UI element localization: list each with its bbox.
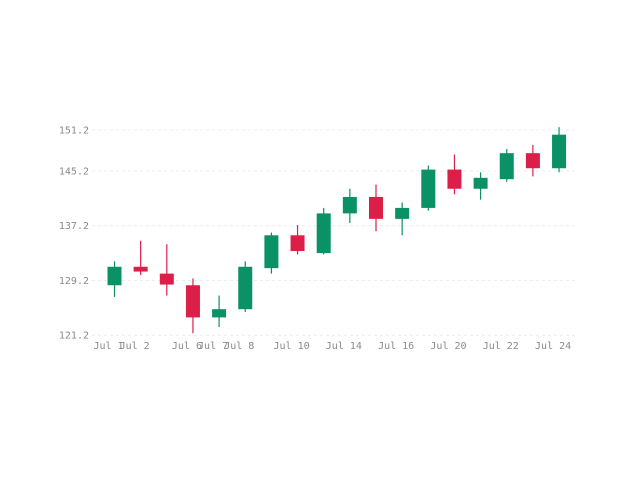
- candle-body: [552, 134, 567, 169]
- candle-jul-13: [316, 207, 331, 255]
- y-tick-label: 151.2: [59, 125, 89, 136]
- candle-body: [185, 285, 200, 318]
- candle-body: [447, 169, 462, 189]
- candle-jul-23: [525, 144, 540, 177]
- x-tick-label: Jul 8: [224, 341, 254, 352]
- candle-jul-7: [212, 295, 227, 327]
- candle-jul-3: [159, 244, 174, 296]
- x-tick-label: Jul 1: [93, 341, 123, 352]
- candle-body: [342, 196, 357, 214]
- candle-jul-21: [473, 172, 488, 200]
- candle-jul-10: [290, 225, 305, 255]
- x-tick-label: Jul 7: [198, 341, 228, 352]
- candle-body: [133, 266, 148, 272]
- candle-jul-8: [238, 261, 253, 312]
- candle-body: [290, 235, 305, 252]
- candle-jul-6: [185, 278, 200, 334]
- candles: [107, 127, 567, 334]
- candle-jul-22: [499, 149, 514, 182]
- x-tick-label: Jul 14: [326, 341, 362, 352]
- y-tick-label: 145.2: [59, 166, 89, 177]
- x-tick-label: Jul 24: [535, 341, 571, 352]
- y-axis: 121.2 129.2 137.2 145.2 151.2: [59, 125, 89, 341]
- candle-body: [369, 196, 383, 219]
- candle-jul-16: [395, 202, 410, 236]
- candle-body: [264, 235, 279, 269]
- candle-jul-17: [421, 165, 436, 211]
- candle-body: [473, 177, 488, 189]
- candle-body: [421, 169, 436, 208]
- candle-body: [499, 153, 514, 180]
- x-tick-label: Jul 10: [273, 341, 309, 352]
- candle-jul-15: [369, 184, 383, 232]
- candle-body: [238, 266, 253, 310]
- y-tick-label: 121.2: [59, 331, 89, 342]
- candle-jul-1: [107, 261, 122, 297]
- x-tick-label: Jul 16: [378, 341, 414, 352]
- x-tick-label: Jul 6: [172, 341, 202, 352]
- candle-jul-2: [133, 240, 148, 275]
- candle-jul-14: [342, 188, 357, 223]
- x-tick-label: Jul 20: [430, 341, 466, 352]
- candle-body: [316, 213, 331, 254]
- candle-jul-20: [447, 154, 462, 195]
- candle-body: [159, 273, 174, 285]
- candle-jul-9: [264, 232, 279, 274]
- candle-body: [107, 266, 122, 286]
- x-tick-label: Jul 22: [483, 341, 519, 352]
- y-tick-label: 137.2: [59, 221, 89, 232]
- candle-jul-24: [552, 127, 567, 173]
- candle-body: [395, 207, 410, 219]
- candle-body: [212, 309, 227, 318]
- candle-body: [525, 153, 540, 169]
- x-tick-label: Jul 2: [120, 341, 150, 352]
- y-tick-label: 129.2: [59, 276, 89, 287]
